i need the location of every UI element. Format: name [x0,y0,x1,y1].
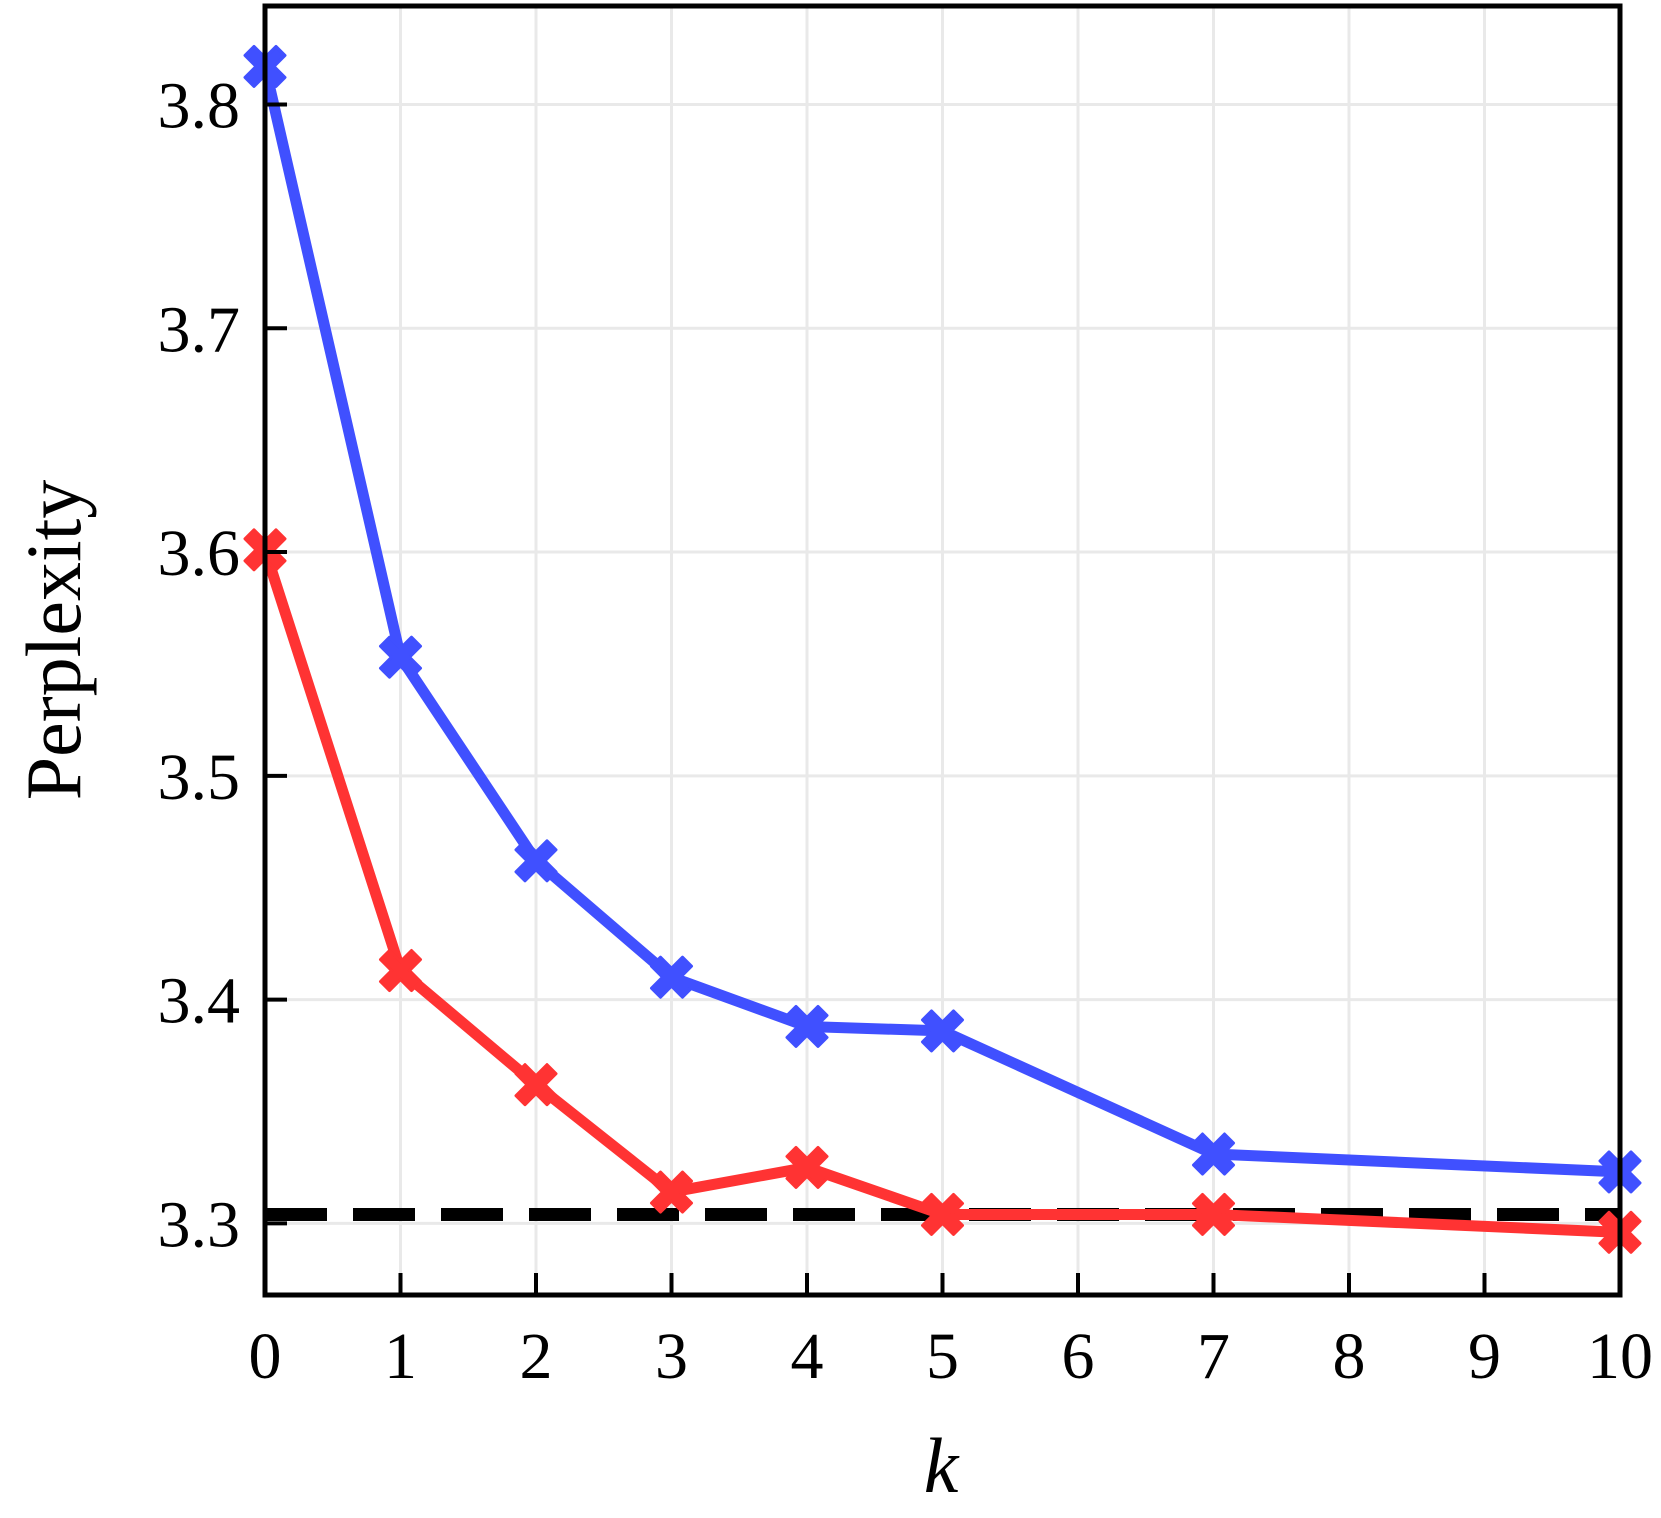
series-1-point [1192,1132,1235,1176]
x-tick-label: 9 [1468,1320,1501,1393]
series-1-point [514,839,558,883]
series-2-point [921,1192,964,1236]
series-2-line [259,548,1621,1238]
series-1-point [785,1004,829,1048]
y-tick-label: 3.4 [158,965,241,1038]
x-tick-label: 1 [384,1320,417,1393]
x-tick-label: 10 [1587,1320,1653,1393]
series-2-point [1192,1192,1235,1236]
y-axis-ticks: 3.3 3.4 3.5 3.6 3.7 3.8 [158,69,287,1261]
x-tick-label: 4 [791,1320,824,1393]
y-tick-label: 3.8 [158,69,241,142]
series-1-point [379,635,422,679]
y-tick-label: 3.5 [158,741,241,814]
y-tick-label: 3.6 [158,517,241,590]
series-1-point [650,955,693,999]
y-tick-label: 3.3 [158,1188,241,1261]
series-layer [243,44,1642,1254]
y-tick-label: 3.7 [158,293,241,366]
y-axis-title: Perplexity [10,480,97,801]
x-axis-ticks: 0 1 2 3 4 5 6 7 8 9 10 [249,1273,1653,1393]
x-tick-label: 2 [520,1320,553,1393]
x-tick-label: 8 [1333,1320,1366,1393]
x-tick-label: 7 [1197,1320,1230,1393]
series-2-point [650,1170,693,1214]
x-tick-label: 6 [1062,1320,1095,1393]
series-1-point [921,1009,964,1053]
series-2-point [379,949,422,993]
series-1-line [259,65,1621,1178]
x-tick-label: 3 [655,1320,688,1393]
x-axis-title: k [924,1422,960,1509]
series-2-point [785,1145,829,1189]
series-2-point [514,1063,558,1107]
x-tick-label: 5 [926,1320,959,1393]
x-tick-label: 0 [249,1320,282,1393]
grid-lines [263,6,1622,1295]
